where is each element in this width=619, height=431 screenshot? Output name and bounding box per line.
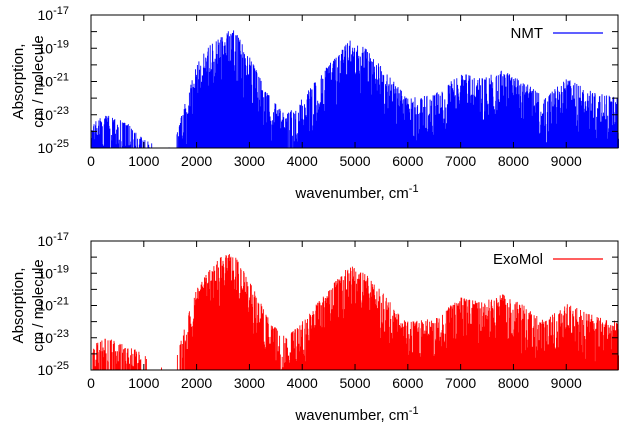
nmt-x-tick-label: 9000	[551, 153, 582, 169]
nmt-x-tick-label: 3000	[234, 153, 265, 169]
exomol-y-tick-label: 10-25	[38, 360, 69, 378]
nmt-x-tick-label: 7000	[445, 153, 476, 169]
nmt-spectrum-lines	[91, 30, 619, 148]
nmt-x-tick-label: 4000	[287, 153, 318, 169]
exomol-legend-label: ExoMol	[493, 251, 543, 268]
nmt-legend-label: NMT	[511, 25, 544, 42]
exomol-spectrum-series	[91, 254, 619, 370]
exomol-x-tick-label: 5000	[339, 375, 370, 391]
nmt-x-tick-label: 2000	[181, 153, 212, 169]
exomol-x-tick-label: 9000	[551, 375, 582, 391]
nmt-y-axis-title-line1: Absorption,	[10, 44, 27, 120]
exomol-y-axis-title-line2: cm / molecule	[30, 259, 47, 352]
exomol-x-tick-label: 4000	[287, 375, 318, 391]
nmt-y-tick-label: 10-17	[38, 5, 69, 23]
nmt-x-tick-label: 5000	[339, 153, 370, 169]
exomol-x-tick-label: 8000	[498, 375, 529, 391]
exomol-y-axis-title-line1: Absorption,	[10, 268, 27, 344]
nmt-spectrum-series	[91, 30, 619, 148]
nmt-y-axis-title-line2: cm / molecule	[30, 35, 47, 128]
nmt-spectrum-panel: 0 1000 2000 3000 4000 5000 6000 7000 8000 9000 10-…	[10, 5, 619, 202]
exomol-x-axis-title: wavenumber, cm-1	[294, 405, 418, 424]
nmt-y-tick-label: 10-21	[38, 72, 69, 90]
nmt-x-tick-label: 8000	[498, 153, 529, 169]
exomol-x-tick-label: 6000	[392, 375, 423, 391]
nmt-x-tick-label: 0	[87, 153, 95, 169]
exomol-spectrum-lines	[91, 254, 619, 370]
exomol-x-tick-label: 1000	[128, 375, 159, 391]
nmt-x-tick-label: 1000	[128, 153, 159, 169]
exomol-spectrum-panel: 0 1000 2000 3000 4000 5000 6000 7000 8000 9000 10-…	[10, 231, 619, 424]
exomol-x-tick-label: 0	[87, 375, 95, 391]
exomol-y-tick-label: 10-17	[38, 231, 69, 249]
exomol-x-tick-label: 2000	[181, 375, 212, 391]
exomol-x-tick-label: 7000	[445, 375, 476, 391]
nmt-x-axis-title: wavenumber, cm-1	[294, 183, 418, 202]
exomol-x-tick-label: 3000	[234, 375, 265, 391]
nmt-y-tick-label: 10-25	[38, 138, 69, 156]
nmt-x-tick-label: 6000	[392, 153, 423, 169]
